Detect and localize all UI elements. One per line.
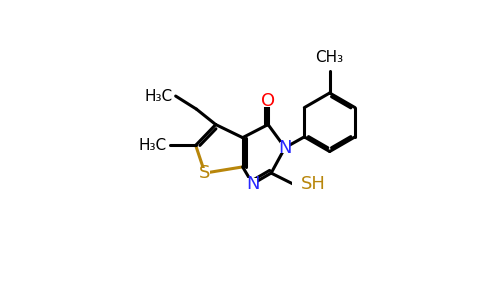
Bar xyxy=(199,168,211,178)
Text: CH₃: CH₃ xyxy=(316,50,344,65)
Text: S: S xyxy=(199,164,211,182)
Bar xyxy=(247,178,258,189)
Bar xyxy=(280,142,290,153)
Bar xyxy=(292,178,309,189)
Text: N: N xyxy=(278,139,292,157)
Bar xyxy=(263,96,273,107)
Text: H₃C: H₃C xyxy=(138,138,166,153)
Text: N: N xyxy=(246,175,259,193)
Text: SH: SH xyxy=(301,175,325,193)
Text: H₃C: H₃C xyxy=(144,88,173,104)
Text: O: O xyxy=(261,92,275,110)
